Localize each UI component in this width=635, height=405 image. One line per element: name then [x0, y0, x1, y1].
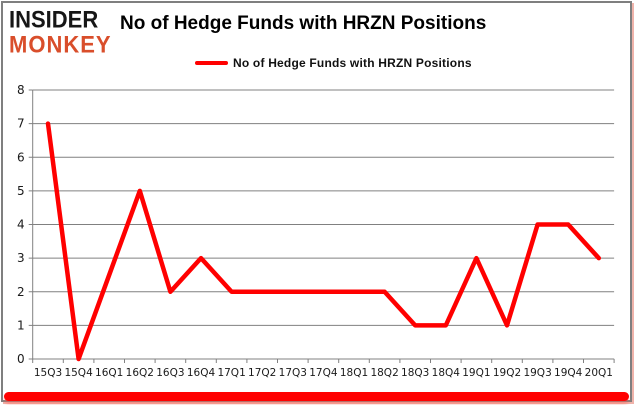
x-tick-label: 19Q3 [523, 367, 551, 379]
bottom-accent-bar [4, 392, 629, 401]
x-tick-label: 15Q4 [64, 367, 93, 379]
x-tick-label: 17Q1 [217, 367, 245, 379]
x-tick-label: 16Q1 [95, 367, 123, 379]
y-tick-label: 8 [17, 83, 25, 97]
chart-title: No of Hedge Funds with HRZN Positions [120, 13, 487, 34]
x-tick-label: 15Q3 [34, 367, 62, 379]
logo-line-insider: INSIDER [9, 5, 99, 33]
x-tick-label: 19Q4 [554, 367, 583, 379]
y-tick-label: 3 [17, 251, 25, 265]
data-series-line [45, 121, 602, 362]
x-tick-label: 17Q3 [279, 367, 307, 379]
x-tick-label: 17Q2 [248, 367, 276, 379]
y-tick-label: 0 [17, 352, 25, 366]
x-tick-label: 18Q4 [432, 367, 461, 379]
logo-line-monkey: MONKEY [9, 30, 112, 58]
legend-label: No of Hedge Funds with HRZN Positions [233, 56, 472, 70]
x-tick-label: 16Q2 [126, 367, 154, 379]
x-tick-label: 18Q2 [370, 367, 398, 379]
x-tick-label: 18Q1 [340, 367, 368, 379]
x-tick-label: 16Q3 [156, 367, 184, 379]
x-tick-label: 16Q4 [187, 367, 216, 379]
insider-monkey-logo: INSIDER MONKEY [9, 7, 112, 57]
legend-line-swatch [195, 61, 228, 65]
legend: No of Hedge Funds with HRZN Positions [195, 56, 472, 70]
x-tick-label: 19Q2 [493, 367, 521, 379]
y-tick-label: 6 [17, 150, 25, 164]
x-tick-label: 20Q1 [585, 367, 613, 379]
x-tick-label: 17Q4 [309, 367, 338, 379]
x-tick-label: 18Q3 [401, 367, 429, 379]
y-tick-label: 2 [17, 285, 25, 299]
y-tick-label: 4 [17, 218, 25, 232]
y-tick-label: 5 [17, 184, 25, 198]
y-tick-label: 1 [17, 318, 25, 332]
y-tick-label: 7 [17, 117, 25, 131]
x-tick-label: 19Q1 [462, 367, 490, 379]
